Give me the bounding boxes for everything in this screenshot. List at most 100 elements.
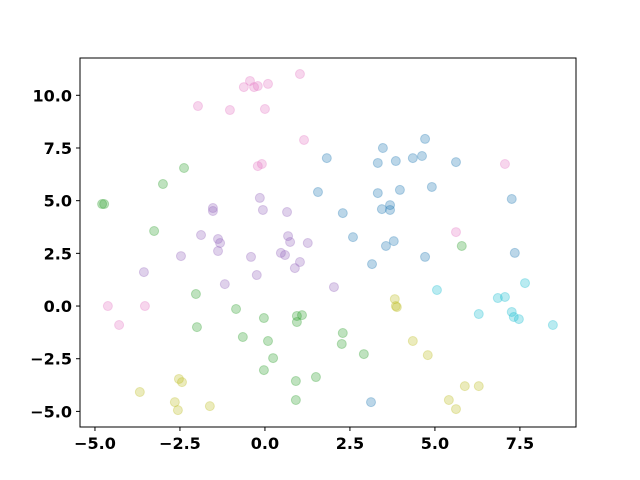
point [347,232,358,243]
point [299,134,310,145]
point [547,320,558,331]
point [262,336,273,347]
point [372,157,383,168]
point [431,285,442,296]
point [139,301,150,312]
point [291,310,302,321]
point [506,306,517,317]
point [176,377,187,388]
point [282,207,293,218]
x-tick-label: 0.0 [251,434,279,453]
point [509,247,520,258]
point [279,250,290,261]
point [456,240,467,251]
point [294,256,305,267]
point [372,188,383,199]
point [192,101,203,112]
point [336,338,347,349]
point [138,267,149,278]
point [258,313,269,324]
point [377,142,388,153]
point [388,236,399,247]
point [191,322,202,333]
point [310,372,321,383]
point [249,82,260,93]
point [252,161,263,172]
point [390,301,401,312]
point [290,376,301,387]
point [275,247,286,258]
point [473,381,484,392]
point [252,81,263,92]
point [499,291,510,302]
point [259,103,270,114]
x-tick-label: −5.0 [74,434,116,453]
point [175,251,186,262]
point [416,150,427,161]
point [134,387,145,398]
point [385,204,396,215]
point [244,75,255,86]
point [312,187,323,198]
point [513,314,524,325]
y-tick-label: 5.0 [44,192,72,211]
point [102,301,113,312]
point [520,278,531,289]
point [219,279,230,290]
point [172,405,183,416]
point [291,317,302,328]
point [506,193,517,204]
point [380,240,391,251]
point [376,204,387,215]
point [207,203,218,214]
point [213,246,224,257]
point [251,270,262,281]
point [508,311,519,322]
point [114,320,125,331]
y-tick-label: −5.0 [30,402,72,421]
point [285,236,296,247]
point [459,381,470,392]
y-tick-label: 2.5 [44,244,72,263]
x-tick-label: −2.5 [159,434,201,453]
point [289,263,300,274]
plot-frame [79,57,577,428]
point [367,259,378,270]
point [258,365,269,376]
point [99,199,110,210]
point [302,238,313,249]
point [283,231,294,242]
point [337,208,348,219]
point [450,404,461,415]
y-tick-label: 0.0 [44,297,72,316]
point [169,397,180,408]
point [254,192,265,203]
point [420,133,431,144]
y-tick-label: −2.5 [30,350,72,369]
point [157,179,168,190]
x-tick-label: 2.5 [336,434,364,453]
point [215,238,226,249]
point [262,78,273,89]
point [204,401,215,412]
point [394,184,405,195]
point [407,153,418,164]
point [337,328,348,339]
point [257,204,268,215]
point [422,350,433,361]
point [391,302,402,313]
point [426,181,437,192]
point [179,163,190,174]
point [294,69,305,80]
point [389,294,400,305]
point [385,200,396,211]
point [268,353,279,364]
point [149,226,160,237]
point [190,289,201,300]
point [256,159,267,170]
point [443,395,454,406]
y-tick-label: 7.5 [44,139,72,158]
point [420,251,431,262]
